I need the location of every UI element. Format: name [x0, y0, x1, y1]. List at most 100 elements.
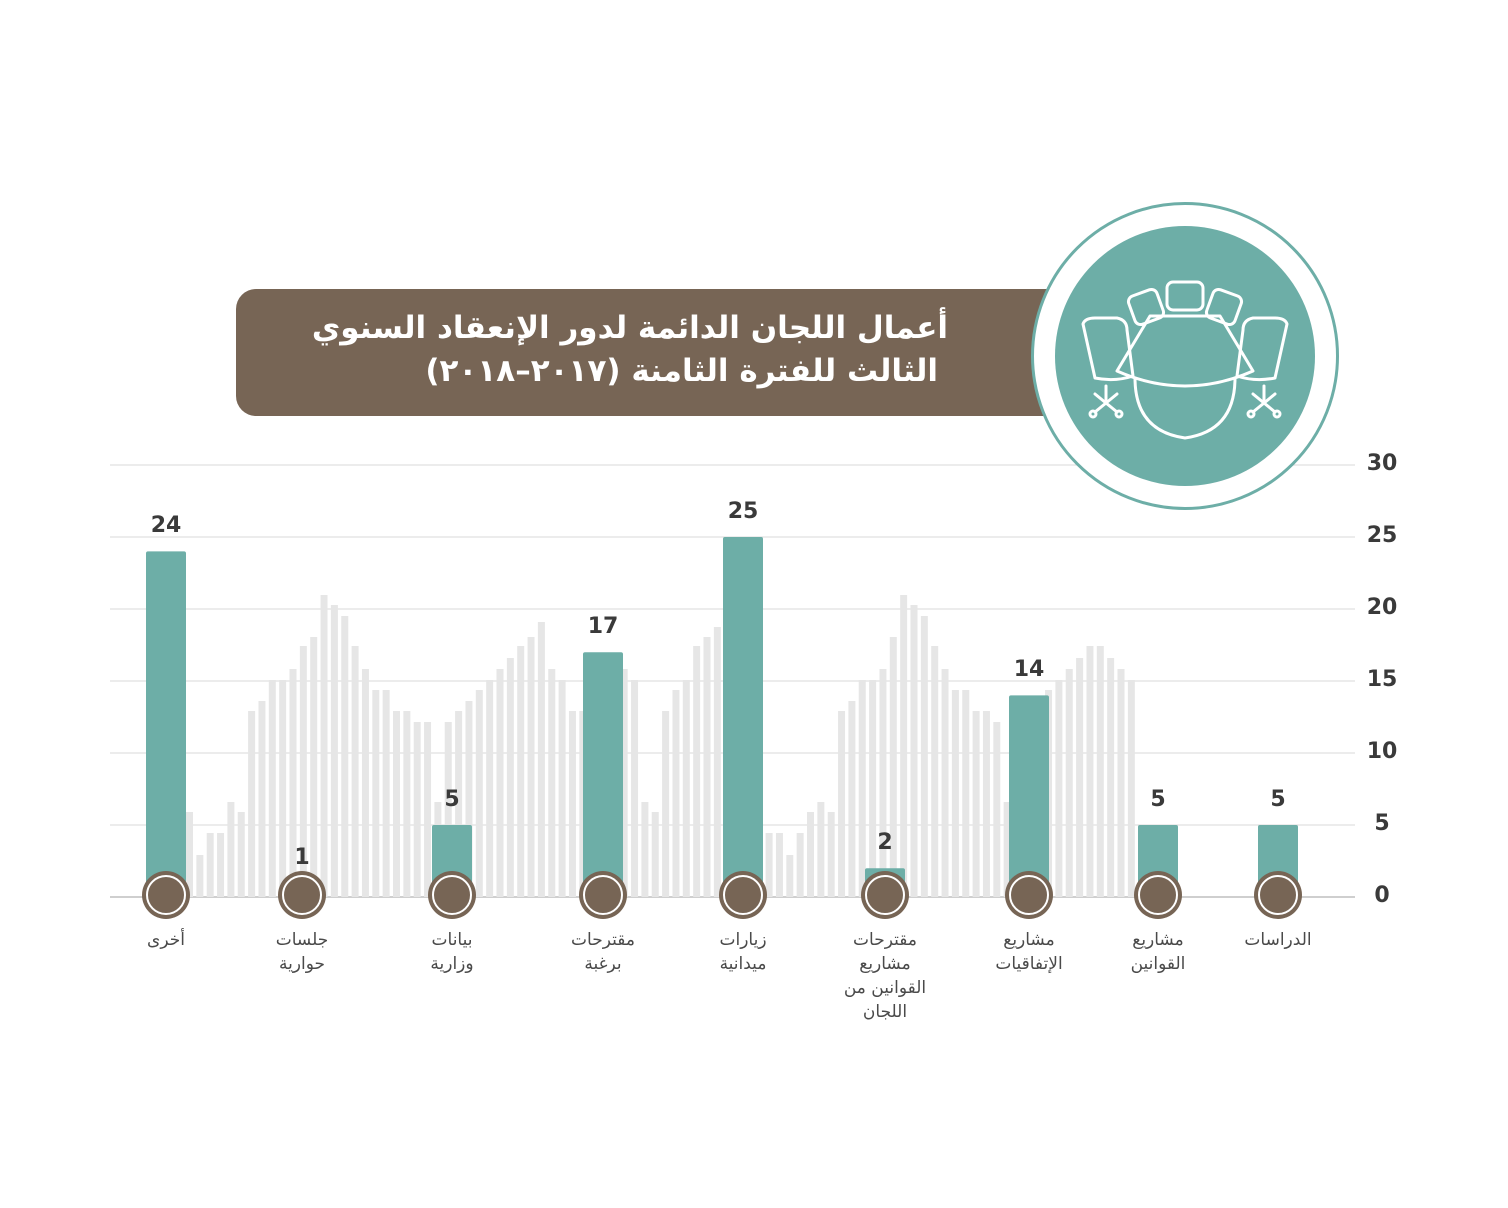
- background-bar: [186, 812, 193, 897]
- bar: [723, 537, 763, 897]
- background-bar: [393, 711, 400, 897]
- background-bar: [361, 669, 369, 897]
- background-bar: [775, 833, 783, 897]
- background-bar: [1076, 658, 1084, 897]
- background-bar: [786, 855, 794, 897]
- background-bar: [537, 622, 545, 897]
- background-bar: [268, 680, 276, 897]
- value-label: 5: [1270, 787, 1286, 812]
- category-label-line: وزارية: [430, 954, 474, 974]
- bar-base-circle: [1134, 871, 1182, 919]
- background-bar: [869, 680, 877, 897]
- category-label: الدراسات: [1198, 928, 1358, 952]
- bar-base-ring: [1009, 875, 1049, 915]
- background-bar: [568, 711, 576, 897]
- background-bar: [465, 701, 473, 897]
- background-bar: [962, 690, 970, 897]
- background-bar: [703, 637, 711, 897]
- bar-base-circle: [428, 871, 476, 919]
- background-bar: [527, 637, 535, 897]
- background-bar: [651, 812, 659, 897]
- background-bar: [196, 855, 204, 897]
- background-bar: [838, 711, 846, 897]
- category-label-line: برغبة: [584, 954, 622, 974]
- background-bar: [486, 680, 494, 897]
- background-bar: [475, 690, 483, 897]
- background-bar: [548, 669, 556, 897]
- background-bar: [1003, 802, 1011, 897]
- category-label: زيارات ميدانية: [663, 928, 823, 976]
- background-bar: [631, 680, 639, 897]
- background-bar: [579, 711, 587, 897]
- background-bar: [496, 669, 504, 897]
- bar-base-circle: [579, 871, 627, 919]
- y-tick-label: 0: [1374, 883, 1390, 908]
- background-bar: [682, 680, 690, 897]
- bar-base-circles: [142, 871, 1302, 919]
- bar-base-circle: [142, 871, 190, 919]
- category-label-line: مقترحات: [571, 930, 635, 950]
- category-label-line: القوانين: [1130, 954, 1186, 974]
- category-label-line: بيانات: [431, 930, 473, 950]
- background-bar: [713, 627, 721, 897]
- bar-base-ring: [865, 875, 905, 915]
- background-bar: [879, 669, 887, 897]
- background-bar: [310, 637, 318, 897]
- background-bar: [920, 616, 928, 897]
- category-label-line: جلسات: [275, 930, 329, 950]
- background-bar: [889, 637, 897, 897]
- category-label-line: مشاريع: [1003, 930, 1055, 950]
- title-banner: [236, 289, 1106, 416]
- category-label-line: الدراسات: [1244, 930, 1312, 950]
- category-label-line: زيارات: [719, 930, 767, 950]
- background-bar: [662, 711, 670, 897]
- category-label: مقترحات مشاريع القوانين من اللجان: [805, 928, 965, 1024]
- background-bar: [372, 690, 380, 897]
- chart-title-line-1: أعمال اللجان الدائمة لدور الإنعقاد السنو…: [311, 310, 948, 346]
- value-label: 5: [1150, 787, 1166, 812]
- y-tick-label: 15: [1366, 667, 1398, 692]
- background-bar: [1096, 646, 1104, 897]
- emblem-disc: [1055, 226, 1315, 486]
- chart-title-line-2: الثالث للفترة الثامنة (٢٠١٧–٢٠١٨): [425, 353, 938, 389]
- background-bar: [227, 802, 235, 897]
- background-bar: [403, 711, 411, 897]
- data-bars: [146, 537, 1298, 897]
- background-bar: [506, 658, 514, 897]
- background-bar: [641, 802, 649, 897]
- bar-base-ring: [282, 875, 322, 915]
- background-bar: [910, 605, 918, 897]
- background-bar: [765, 833, 773, 897]
- value-label: 24: [150, 513, 182, 539]
- background-bar: [827, 812, 835, 897]
- background-bar: [848, 701, 856, 897]
- category-label-line: الإتفاقيات: [995, 954, 1063, 974]
- value-label: 25: [727, 499, 759, 524]
- background-bar: [796, 833, 804, 897]
- value-label: 2: [877, 830, 893, 856]
- bar-base-ring: [583, 875, 623, 915]
- category-label-line: مقترحات: [853, 930, 917, 950]
- y-tick-label: 10: [1366, 739, 1398, 764]
- background-bar: [558, 680, 566, 897]
- bar-base-ring: [146, 875, 186, 915]
- bar-base-circle: [278, 871, 326, 919]
- background-bar: [807, 812, 814, 897]
- background-bar: [858, 680, 866, 897]
- bar: [1009, 695, 1049, 897]
- category-label-line: مشاريع: [1132, 930, 1184, 950]
- background-bar: [248, 711, 256, 897]
- y-tick-label: 30: [1366, 451, 1398, 476]
- background-bar: [351, 646, 359, 897]
- background-bar: [1107, 658, 1115, 897]
- background-bar: [1127, 680, 1135, 897]
- background-bar: [1065, 669, 1073, 897]
- bar-base-circle: [719, 871, 767, 919]
- category-label-line: ميدانية: [719, 954, 767, 974]
- background-bar: [941, 669, 949, 897]
- value-label: 1: [294, 844, 310, 870]
- category-label: مشاريع الإتفاقيات: [949, 928, 1109, 976]
- value-label: 14: [1013, 657, 1045, 683]
- conference-table-icon: [1081, 280, 1289, 440]
